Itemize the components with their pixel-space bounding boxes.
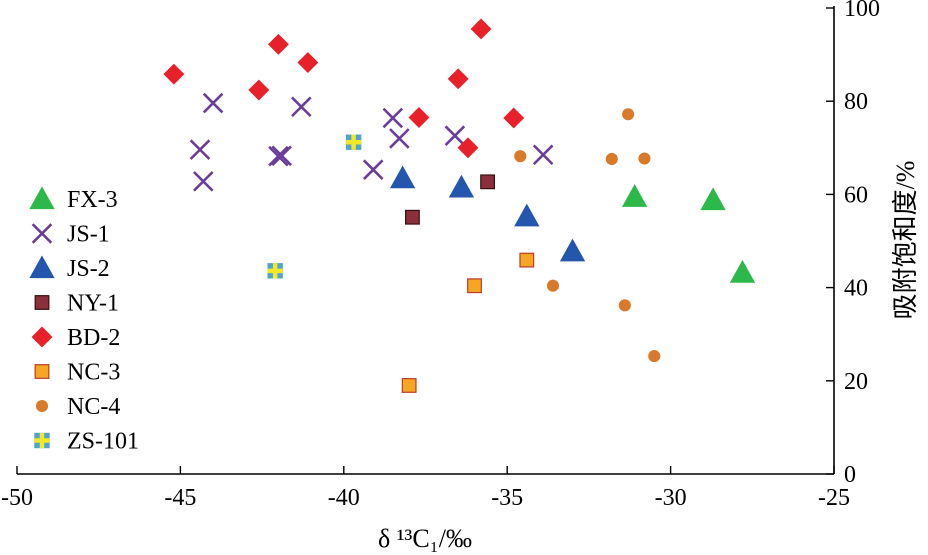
point-fx-3 <box>622 184 648 207</box>
point-zs-101-cross <box>267 263 283 279</box>
series-fx-3 <box>622 184 756 283</box>
point-zs-101-cross <box>345 134 362 150</box>
legend-label-js-2: JS-2 <box>67 256 110 282</box>
point-bd-2 <box>163 63 185 85</box>
point-nc-4 <box>605 152 618 166</box>
point-js-1 <box>389 128 410 149</box>
point-js-1 <box>362 159 384 180</box>
point-bd-2 <box>297 52 319 73</box>
legend-marker-nc-4 <box>35 399 49 413</box>
x-tick-label: -45 <box>164 485 196 511</box>
x-tick-label: -35 <box>491 485 523 511</box>
point-nc-3 <box>401 378 417 393</box>
point-js-2 <box>389 165 416 189</box>
legend-label-bd-2: BD-2 <box>67 325 120 351</box>
point-bd-2 <box>267 33 289 55</box>
y-tick-label: 60 <box>844 182 868 208</box>
y-tick-label: 80 <box>844 89 868 115</box>
point-ny-1 <box>405 209 420 225</box>
x-axis-title: δ ¹³C₁/‰ <box>378 524 472 553</box>
legend-marker-ny-1 <box>34 295 50 310</box>
legend-label-nc-4: NC-4 <box>67 394 120 420</box>
series-bd-2 <box>163 18 525 159</box>
point-js-1 <box>444 125 466 146</box>
legend-label-fx-3: FX-3 <box>67 187 118 213</box>
legend: FX-3 JS-1 JS-2 NY-1 BD-2 NC-3 NC-4 ZS-101 <box>29 186 139 455</box>
y-tick-label: 0 <box>844 462 856 488</box>
point-js-1 <box>268 145 289 167</box>
x-tick-label: -50 <box>1 485 33 511</box>
point-bd-2 <box>408 107 430 128</box>
point-js-1 <box>532 144 554 166</box>
series-nc-3 <box>401 252 535 393</box>
legend-label-zs-101: ZS-101 <box>67 429 139 455</box>
legend-label-nc-3: NC-3 <box>67 360 120 386</box>
point-bd-2 <box>503 107 525 129</box>
point-js-1 <box>271 145 292 166</box>
point-nc-4 <box>648 350 661 363</box>
point-nc-4 <box>622 108 635 121</box>
legend-marker-js-2 <box>29 255 55 279</box>
y-tick-label: 40 <box>844 276 868 302</box>
point-nc-4 <box>514 150 527 163</box>
point-bd-2 <box>470 18 492 40</box>
legend-label-ny-1: NY-1 <box>67 291 119 317</box>
y-tick-label: 20 <box>844 369 868 395</box>
point-nc-4 <box>618 299 631 312</box>
point-js-1 <box>202 92 224 114</box>
point-bd-2 <box>447 68 469 90</box>
point-js-1 <box>189 139 211 160</box>
point-js-1 <box>291 96 312 118</box>
legend-marker-js-1 <box>31 223 53 244</box>
data-points <box>163 18 756 393</box>
point-fx-3 <box>700 187 726 211</box>
point-js-2 <box>559 238 586 262</box>
point-nc-3 <box>519 252 535 268</box>
point-nc-3 <box>467 278 482 294</box>
legend-marker-nc-3 <box>34 364 50 379</box>
y-axis-title: 吸附饱和度/% <box>891 161 920 320</box>
x-tick-label: -25 <box>818 485 850 511</box>
series-ny-1 <box>405 174 496 225</box>
legend-marker-fx-3 <box>29 186 55 210</box>
series-zs-101 <box>267 134 362 279</box>
legend-marker-bd-2 <box>31 326 53 348</box>
series-js-2 <box>389 165 586 262</box>
point-js-1 <box>382 107 404 129</box>
legend-label-js-1: JS-1 <box>67 222 110 248</box>
series-nc-4 <box>514 108 661 363</box>
y-tick-label: 100 <box>844 0 880 22</box>
point-nc-4 <box>546 279 560 292</box>
point-fx-3 <box>729 260 756 283</box>
axes: -50 -45 -40 -35 -30 -250 20 40 60 80 100 <box>1 0 880 511</box>
point-bd-2 <box>248 79 270 101</box>
point-ny-1 <box>480 174 496 190</box>
point-js-1 <box>193 171 214 192</box>
x-tick-label: -40 <box>328 485 360 511</box>
x-tick-label: -30 <box>655 485 687 511</box>
point-nc-4 <box>638 152 651 165</box>
point-js-2 <box>514 203 540 227</box>
series-js-1 <box>189 92 554 192</box>
legend-marker-zs-101-cross <box>34 432 50 449</box>
point-js-2 <box>448 174 475 198</box>
point-bd-2 <box>457 137 479 159</box>
